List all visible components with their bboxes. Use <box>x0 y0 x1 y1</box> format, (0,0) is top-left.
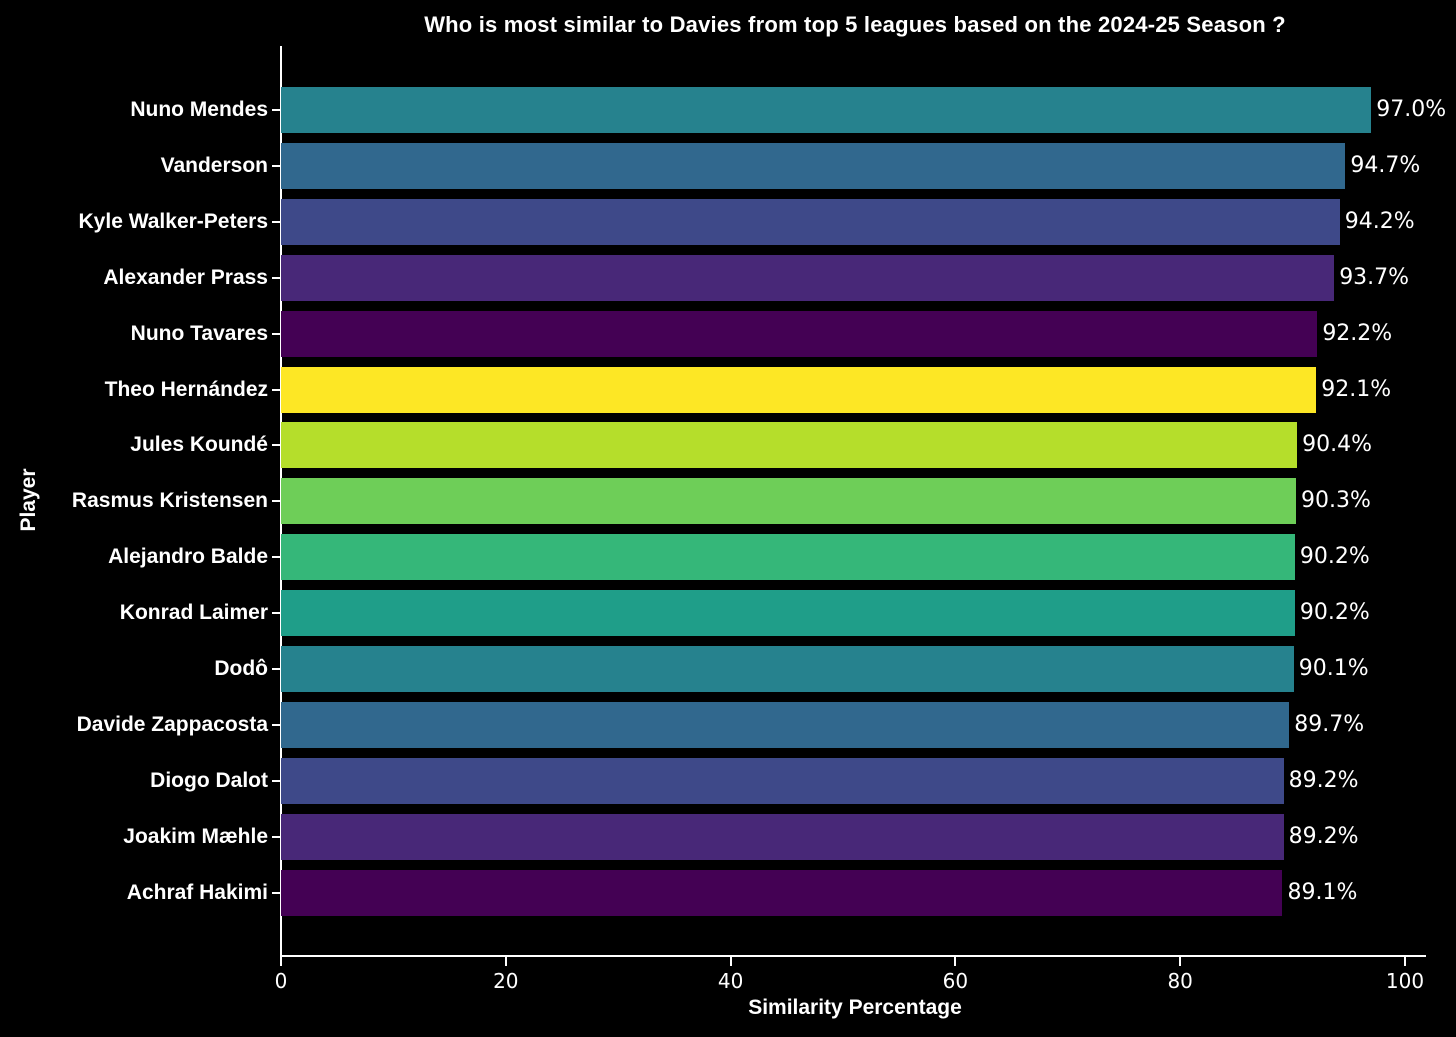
x-tick-mark <box>1404 957 1406 966</box>
x-tick-label: 100 <box>1385 969 1425 993</box>
category-label: Vanderson <box>160 153 268 177</box>
x-axis-label: Similarity Percentage <box>748 996 962 1019</box>
category-label: Alexander Prass <box>103 265 268 289</box>
bar <box>281 701 1290 748</box>
y-tick-mark <box>272 891 280 894</box>
category-label: Kyle Walker-Peters <box>78 209 268 233</box>
bar <box>281 198 1340 245</box>
y-tick-mark <box>272 556 280 559</box>
y-tick-mark <box>272 109 280 111</box>
bar <box>281 254 1335 301</box>
x-tick-label: 20 <box>493 969 519 993</box>
y-tick-mark <box>272 668 280 670</box>
value-label: 89.1% <box>1287 879 1358 905</box>
value-label: 97.0% <box>1376 97 1447 122</box>
value-label: 93.7% <box>1339 264 1410 290</box>
value-label: 92.2% <box>1322 320 1393 346</box>
x-tick-label: 80 <box>1167 969 1193 993</box>
y-tick-mark <box>272 612 280 615</box>
category-label: Alejandro Balde <box>108 545 268 569</box>
bar <box>281 87 1372 133</box>
category-label: Theo Hernández <box>104 377 268 401</box>
y-tick-mark <box>272 723 280 726</box>
value-label: 90.1% <box>1298 656 1369 681</box>
y-tick-mark <box>272 500 280 503</box>
value-label: 92.1% <box>1321 376 1392 402</box>
x-tick-mark <box>1179 957 1182 966</box>
value-label: 90.4% <box>1302 432 1372 458</box>
bar <box>281 757 1284 804</box>
bar <box>281 869 1283 916</box>
y-tick-mark <box>272 164 280 167</box>
y-tick-mark <box>272 779 280 782</box>
y-tick-mark <box>272 444 280 447</box>
bar <box>281 422 1298 469</box>
category-label: Rasmus Kristensen <box>71 489 268 513</box>
bar <box>281 590 1295 637</box>
bar <box>281 142 1346 189</box>
bar <box>281 813 1284 860</box>
x-tick-mark <box>504 957 507 966</box>
y-tick-mark <box>272 276 280 279</box>
category-label: Dodô <box>214 657 268 680</box>
category-label: Nuno Tavares <box>130 321 268 345</box>
value-label: 89.2% <box>1288 823 1359 849</box>
category-label: Jules Koundé <box>130 433 268 457</box>
y-tick-mark <box>272 220 280 223</box>
x-tick-label: 40 <box>717 969 744 993</box>
x-tick-label: 60 <box>942 969 969 993</box>
category-label: Nuno Mendes <box>130 98 268 121</box>
x-tick-mark <box>280 957 282 966</box>
category-label: Konrad Laimer <box>119 601 268 625</box>
bar <box>281 310 1318 357</box>
x-tick-label: 0 <box>274 969 288 993</box>
bar <box>281 366 1317 413</box>
x-axis-spine <box>280 955 1426 957</box>
category-label: Achraf Hakimi <box>126 880 268 904</box>
y-tick-mark <box>272 388 280 391</box>
bar <box>281 478 1296 525</box>
chart-title: Who is most similar to Davies from top 5… <box>424 12 1286 37</box>
x-tick-mark <box>954 957 957 966</box>
x-tick-mark <box>729 957 732 966</box>
value-label: 90.2% <box>1299 600 1370 626</box>
category-label: Diogo Dalot <box>150 768 268 792</box>
y-tick-mark <box>272 835 280 838</box>
value-label: 94.7% <box>1350 152 1421 178</box>
value-label: 90.2% <box>1299 544 1370 570</box>
value-label: 90.3% <box>1300 488 1371 514</box>
value-label: 94.2% <box>1344 208 1415 234</box>
category-label: Joakim Mæhle <box>123 824 268 848</box>
bar <box>281 646 1294 692</box>
value-label: 89.2% <box>1288 767 1359 793</box>
y-tick-mark <box>272 332 280 335</box>
value-label: 89.7% <box>1294 711 1365 737</box>
category-label: Davide Zappacosta <box>76 712 268 736</box>
bar <box>281 534 1295 581</box>
